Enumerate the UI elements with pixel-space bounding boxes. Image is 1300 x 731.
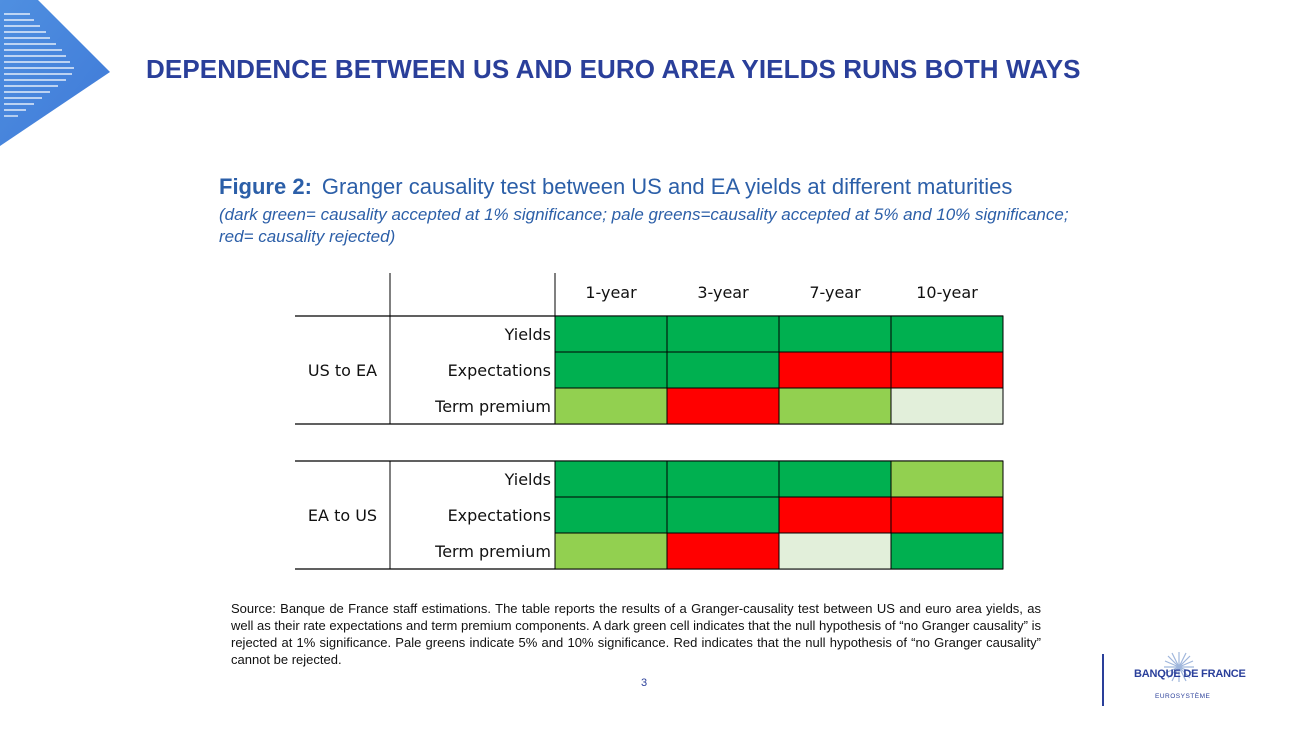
heatmap-cell — [778, 532, 892, 570]
figure-legend-note: (dark green= causality accepted at 1% si… — [219, 205, 1069, 246]
column-header-7-year: 7-year — [809, 283, 861, 302]
heatmap-cell — [890, 351, 1004, 389]
slide-title: DEPENDENCE BETWEEN US AND EURO AREA YIEL… — [146, 54, 1081, 84]
heatmap-cell — [554, 532, 668, 570]
figure-caption: Granger causality test between US and EA… — [321, 174, 1013, 199]
row-label: Term premium — [434, 542, 551, 561]
heatmap-cell — [890, 496, 1004, 534]
heatmap-cell — [778, 351, 892, 389]
figure-label: Figure 2: — [219, 174, 312, 199]
heatmap-cell — [890, 315, 1004, 353]
bdf-star-emblem-icon — [1164, 652, 1194, 682]
logo-brand-text: BANQUE DE FRANCE — [1134, 668, 1246, 680]
heatmap-cell — [778, 496, 892, 534]
logo-divider — [1102, 654, 1104, 706]
page-number: 3 — [641, 677, 648, 689]
heatmap-cell — [778, 387, 892, 425]
heatmap-cell — [666, 315, 780, 353]
logo-sub-text: EUROSYSTÈME — [1155, 693, 1211, 700]
heatmap-cell — [554, 387, 668, 425]
heatmap-cell — [778, 315, 892, 353]
group-label: US to EA — [308, 361, 377, 380]
heatmap-cell — [890, 387, 1004, 425]
figure-heading: Figure 2: Granger causality test between … — [219, 174, 1119, 200]
heatmap-cell — [554, 351, 668, 389]
heatmap-cell — [554, 460, 668, 498]
corner-logo-icon — [0, 0, 110, 146]
heatmap-cell — [666, 351, 780, 389]
row-label: Expectations — [448, 506, 551, 525]
heatmap-cell — [666, 387, 780, 425]
heatmap-cell — [666, 532, 780, 570]
heatmap-cell — [890, 460, 1004, 498]
row-label: Yields — [504, 470, 551, 489]
row-label: Expectations — [448, 361, 551, 380]
heatmap-cell — [554, 315, 668, 353]
heatmap-cell — [666, 496, 780, 534]
column-header-1-year: 1-year — [585, 283, 637, 302]
heatmap-cell — [890, 532, 1004, 570]
row-label: Yields — [504, 325, 551, 344]
banque-de-france-logo: BANQUE DE FRANCE EUROSYSTÈME — [1098, 650, 1258, 710]
column-header-10-year: 10-year — [916, 283, 978, 302]
row-label: Term premium — [434, 397, 551, 416]
source-note: Source: Banque de France staff estimatio… — [231, 601, 1041, 667]
column-header-3-year: 3-year — [697, 283, 749, 302]
heatmap-cell — [554, 496, 668, 534]
heatmap-cell — [778, 460, 892, 498]
heatmap-cell — [666, 460, 780, 498]
group-label: EA to US — [308, 506, 377, 525]
